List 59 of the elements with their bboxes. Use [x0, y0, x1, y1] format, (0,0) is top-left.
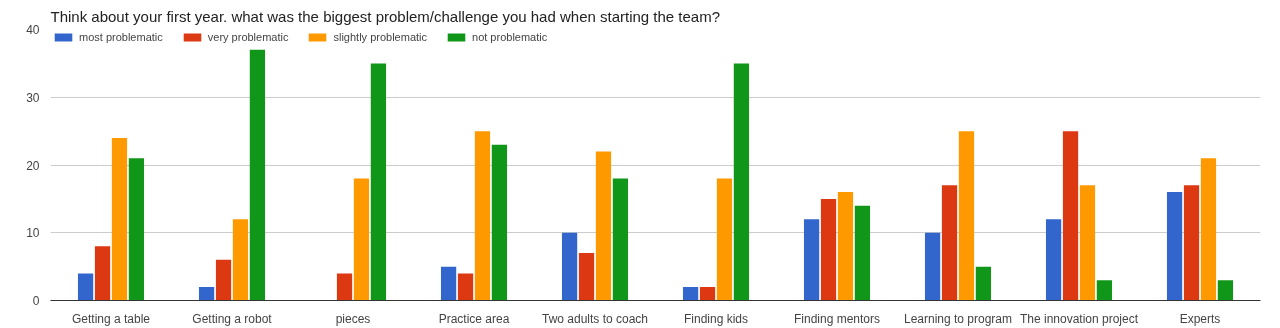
bar	[595, 151, 612, 301]
bar	[612, 178, 629, 301]
legend-label: very problematic	[207, 31, 289, 43]
x-tick-label: Two adults to coach	[541, 311, 649, 326]
bar	[854, 205, 871, 301]
bar	[699, 286, 716, 301]
y-tick-label: 10	[26, 226, 40, 241]
legend-label: most problematic	[79, 31, 163, 43]
x-tick-label: pieces	[335, 311, 371, 326]
x-tick-label: Practice area	[438, 311, 510, 326]
x-tick-label: Learning to program	[903, 311, 1013, 326]
bar	[1096, 280, 1113, 301]
bar	[1217, 280, 1234, 301]
bar	[733, 63, 750, 301]
y-tick-label: 30	[26, 90, 40, 105]
bar	[336, 273, 353, 301]
bar	[1045, 219, 1062, 301]
bar	[440, 266, 457, 301]
bar	[94, 246, 111, 301]
bar	[837, 192, 854, 301]
bar	[249, 49, 266, 301]
chart-title: Think about your first year. what was the biggest problem/challenge you had when starting the team?	[50, 7, 721, 25]
bar	[77, 273, 94, 301]
bar	[975, 266, 992, 301]
bar	[198, 286, 215, 301]
bar	[820, 198, 837, 301]
x-tick-label: The innovation project	[1019, 311, 1139, 326]
bar	[474, 131, 491, 301]
bar	[1200, 158, 1217, 301]
bar	[128, 158, 145, 301]
y-tick-label: 0	[32, 294, 40, 308]
bar	[682, 286, 699, 301]
bar	[578, 253, 595, 301]
legend-label: slightly problematic	[333, 31, 428, 43]
bar	[1183, 185, 1200, 301]
x-tick-label: Getting a table	[71, 311, 151, 326]
x-tick-label: Finding kids	[683, 311, 749, 326]
bar	[111, 137, 128, 301]
bar	[457, 273, 474, 301]
bar	[1062, 131, 1079, 301]
legend-label: not problematic	[472, 31, 548, 43]
x-tick-label: Experts	[1179, 311, 1221, 326]
y-tick-label: 20	[26, 158, 40, 173]
y-tick-label: 40	[26, 23, 40, 37]
bar	[370, 63, 387, 301]
x-tick-label: Finding mentors	[793, 311, 881, 326]
bar	[1166, 192, 1183, 301]
bar	[941, 185, 958, 301]
bar	[232, 219, 249, 301]
bar	[491, 144, 508, 301]
bar	[924, 232, 941, 301]
bar	[1079, 185, 1096, 301]
x-tick-label: Getting a robot	[192, 311, 273, 326]
bar	[561, 232, 578, 301]
bar	[803, 219, 820, 301]
bar	[353, 178, 370, 301]
bar	[958, 131, 975, 301]
bar	[215, 259, 232, 301]
bar	[716, 178, 733, 301]
